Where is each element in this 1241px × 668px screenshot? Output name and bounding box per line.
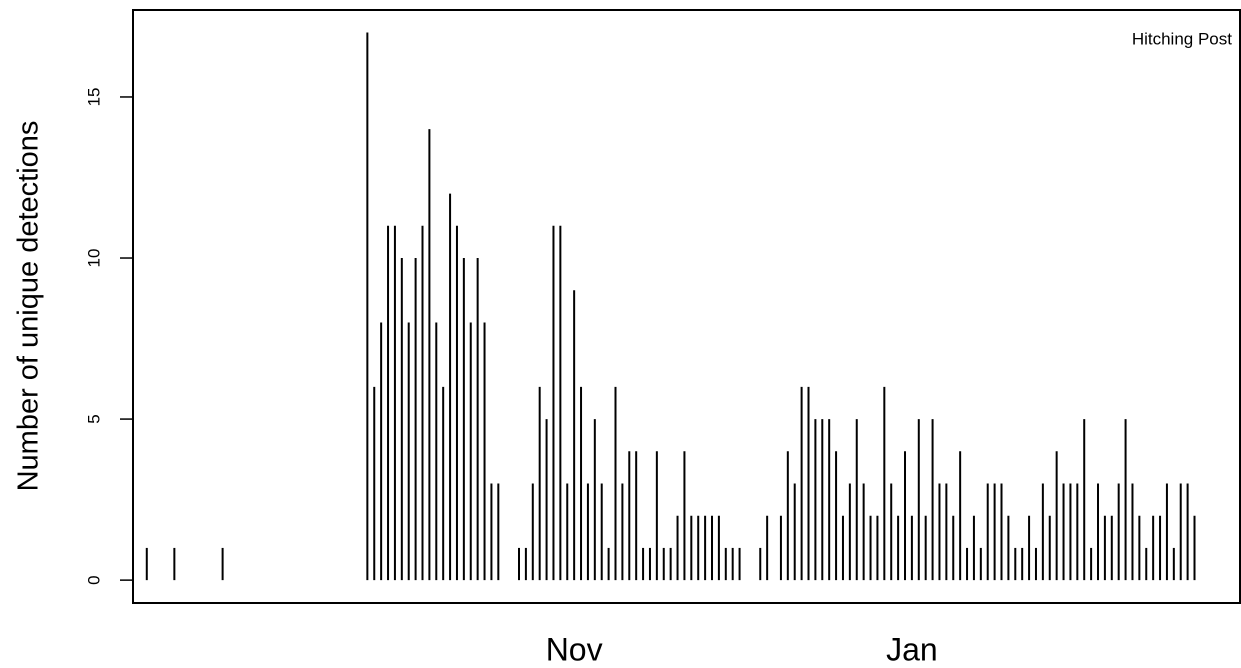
y-tick-label: 15 (84, 88, 103, 107)
x-tick-label: Jan (886, 631, 938, 667)
y-tick-label: 10 (84, 249, 103, 268)
x-tick-label: Nov (546, 631, 603, 667)
y-tick-label: 0 (84, 575, 103, 584)
annotation: Hitching Post (1132, 29, 1232, 48)
y-axis-label: Number of unique detections (13, 121, 45, 492)
y-tick-label: 5 (84, 414, 103, 423)
plot-frame (132, 9, 1241, 604)
